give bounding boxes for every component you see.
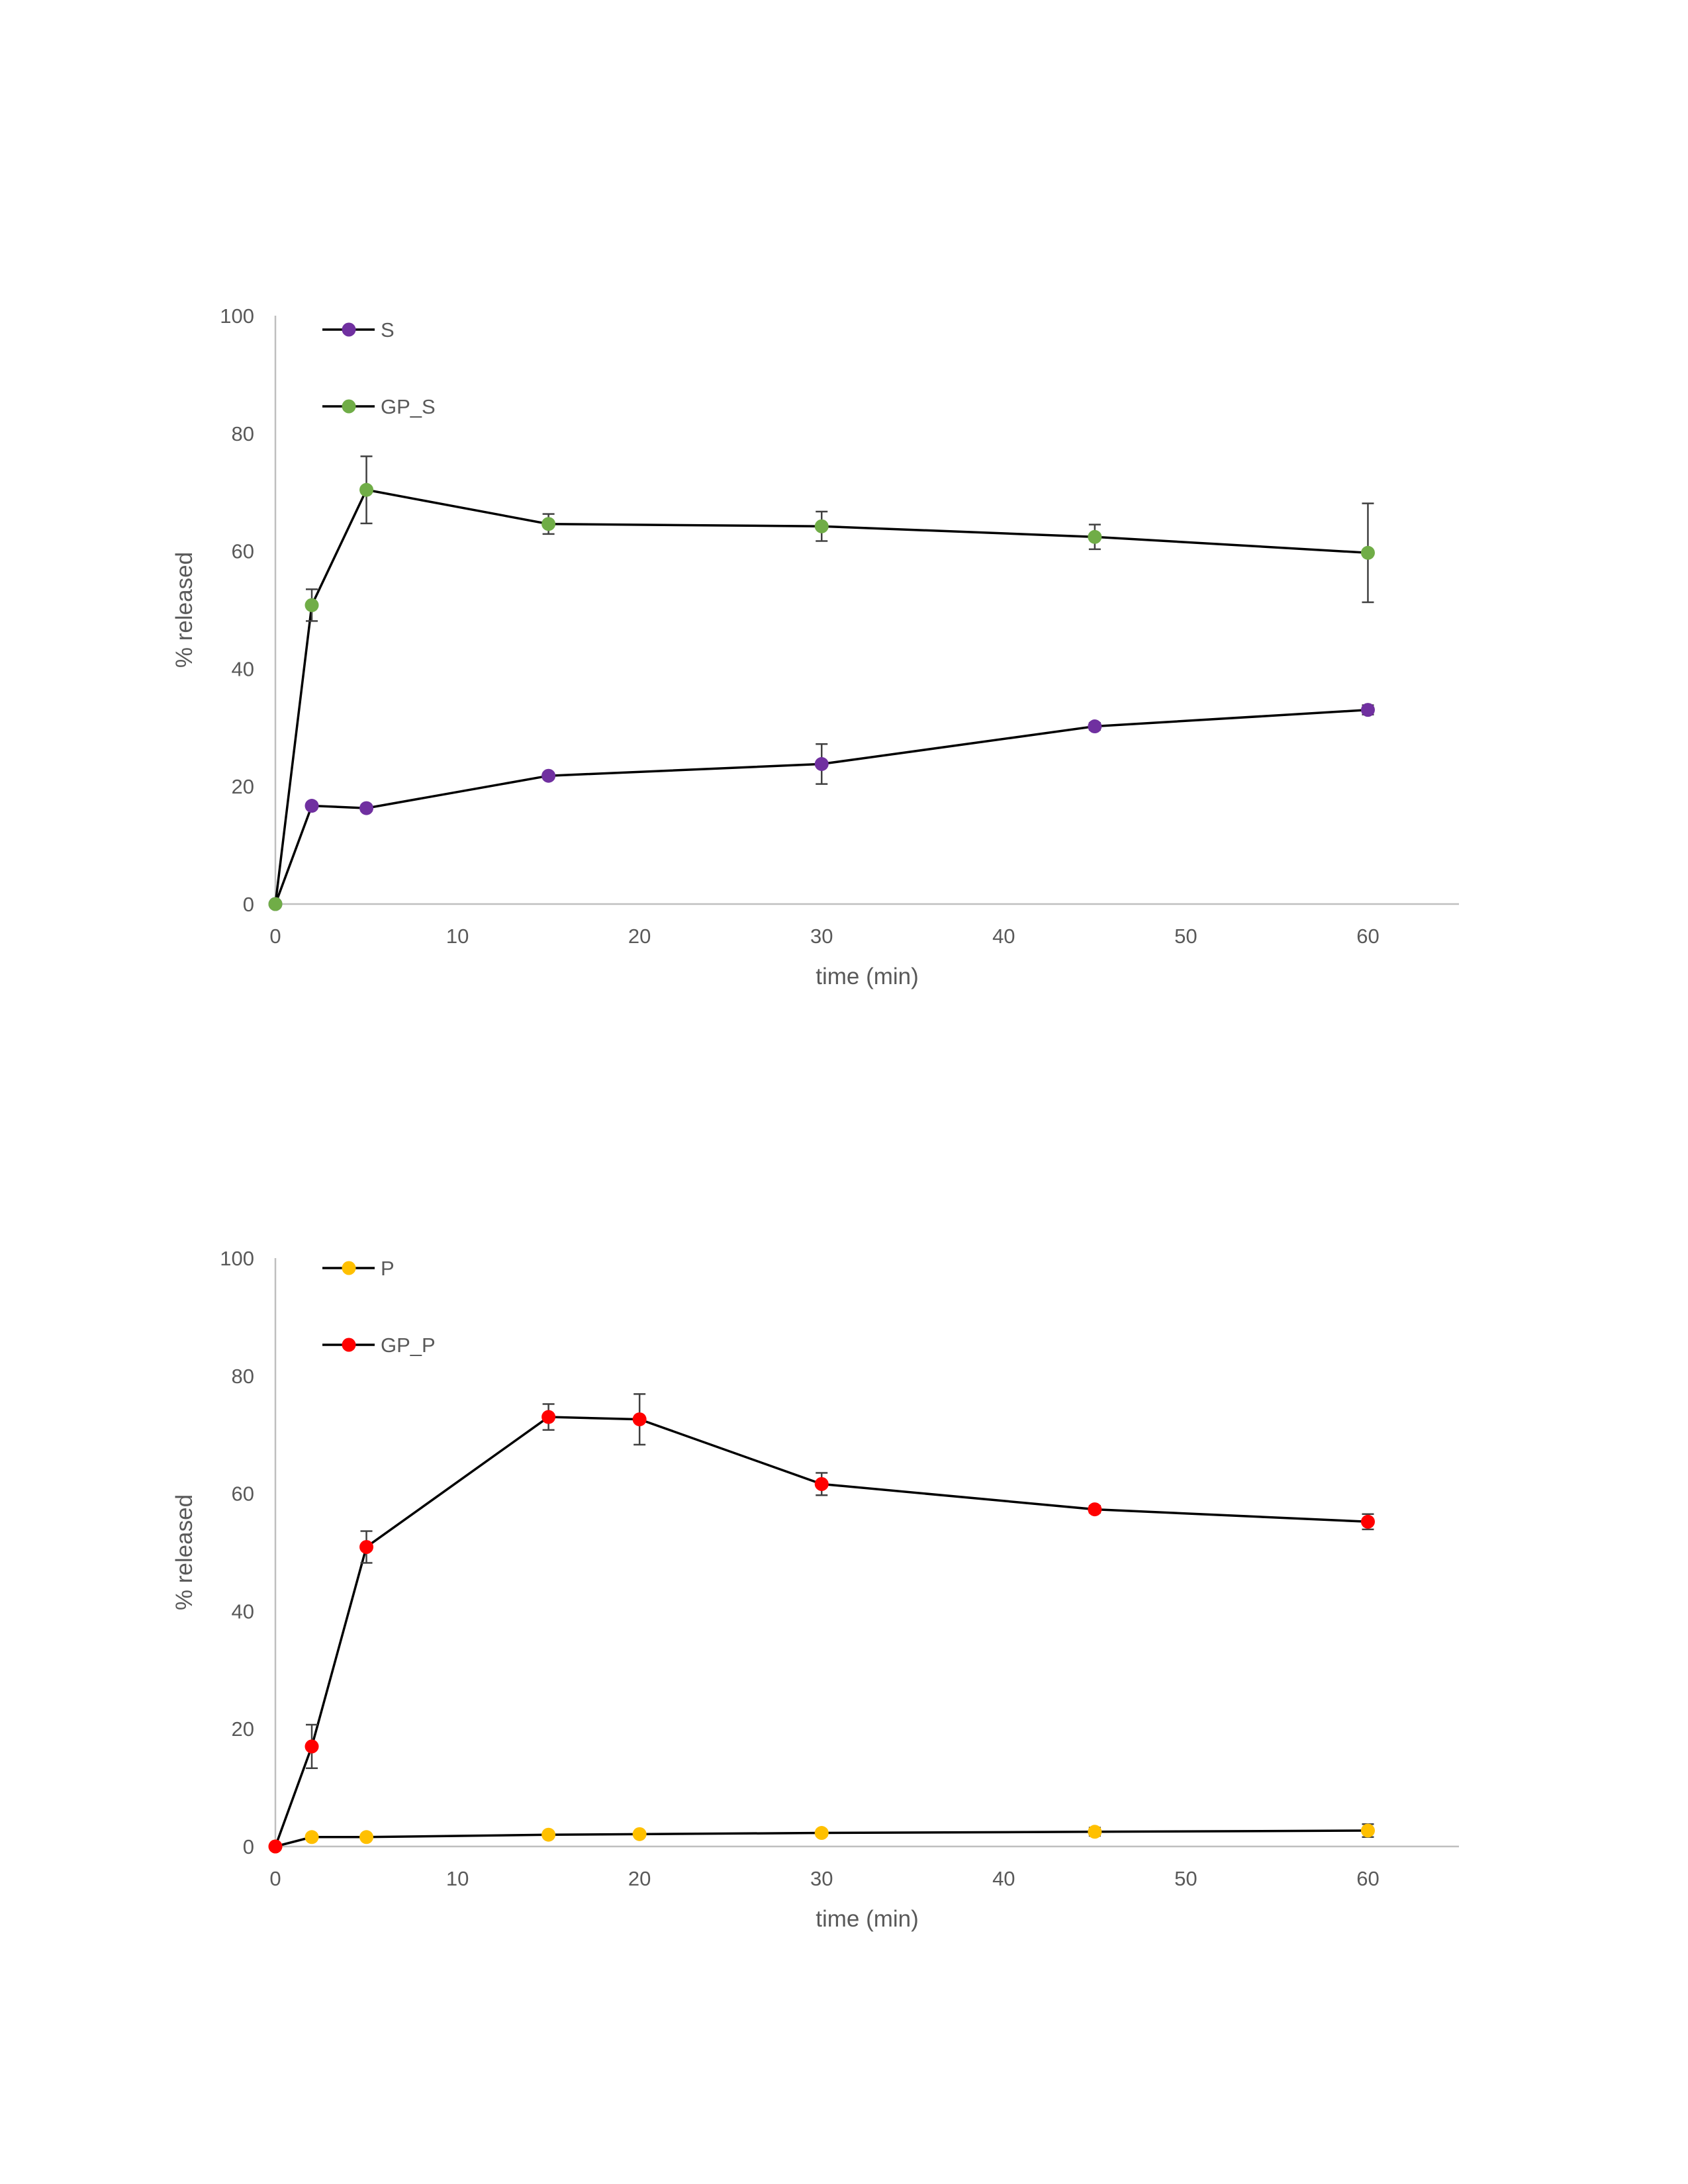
x-tick-label: 20: [628, 925, 651, 948]
y-tick-label: 80: [232, 422, 254, 445]
x-tick-label: 30: [810, 1867, 833, 1890]
data-point: [814, 756, 829, 771]
data-point: [1360, 703, 1375, 717]
data-point: [1360, 1823, 1375, 1838]
data-point: [359, 1830, 374, 1844]
y-axis-title: % released: [171, 1494, 197, 1610]
y-tick-label: 20: [232, 1717, 254, 1741]
data-point: [814, 519, 829, 533]
data-point: [305, 598, 319, 612]
data-point: [1088, 719, 1102, 734]
legend-marker: [342, 1261, 356, 1275]
x-tick-label: 40: [992, 925, 1015, 948]
legend-label: P: [381, 1257, 395, 1280]
data-point: [814, 1826, 829, 1841]
x-tick-label: 20: [628, 1867, 651, 1890]
data-point: [632, 1412, 647, 1427]
y-tick-label: 100: [220, 1247, 254, 1270]
series-line: [274, 708, 1368, 905]
data-point: [359, 482, 374, 497]
series-line: [275, 1829, 1368, 1848]
legend-marker: [342, 399, 356, 414]
legend-entry-GP_P: GP_P: [322, 1334, 436, 1357]
chart-1: 0 20 40 60 80 100 0 10 20 30 40 50 60 time (min) % rel…: [171, 304, 1459, 989]
series-S: [268, 703, 1375, 911]
y-tick-label: 40: [232, 657, 254, 680]
legend-label: GP_S: [381, 395, 436, 418]
x-tick-label: 0: [269, 925, 281, 948]
y-axis-title: % released: [171, 552, 197, 668]
series-GP_S: [268, 455, 1375, 911]
legend-entry-P: P: [322, 1257, 395, 1280]
data-point: [268, 1839, 283, 1854]
series-P: [268, 1823, 1375, 1854]
x-tick-label: 50: [1174, 925, 1197, 948]
x-tick-label: 30: [810, 925, 833, 948]
legend-label: S: [381, 318, 395, 341]
data-point: [1360, 1514, 1375, 1529]
legend-entry-S: S: [322, 318, 395, 341]
x-axis-title: time (min): [816, 1906, 919, 1932]
y-tick-label: 40: [232, 1600, 254, 1623]
y-tick-label: 80: [232, 1365, 254, 1388]
x-tick-label: 10: [446, 925, 469, 948]
series-line: [274, 1416, 1368, 1847]
legend-marker: [342, 322, 356, 337]
x-tick-label: 40: [992, 1867, 1015, 1890]
y-tick-label: 60: [232, 1482, 254, 1506]
legend-entry-GP_S: GP_S: [322, 395, 436, 418]
data-point: [814, 1477, 829, 1491]
data-point: [541, 1410, 556, 1424]
x-tick-label: 60: [1356, 925, 1379, 948]
data-point: [1088, 529, 1102, 544]
data-point: [305, 1739, 319, 1754]
y-tick-label: 100: [220, 304, 254, 328]
data-point: [541, 768, 556, 783]
x-tick-label: 50: [1174, 1867, 1197, 1890]
y-tick-label: 60: [232, 540, 254, 563]
legend-marker: [342, 1338, 356, 1352]
y-tick-label: 20: [232, 775, 254, 798]
series-line: [274, 488, 1368, 905]
data-point: [1360, 545, 1375, 560]
x-tick-label: 60: [1356, 1867, 1379, 1890]
x-tick-label: 0: [269, 1867, 281, 1890]
series-GP_P: [268, 1393, 1375, 1854]
y-tick-label: 0: [243, 1835, 254, 1858]
data-point: [268, 897, 283, 911]
data-point: [1088, 1502, 1102, 1517]
data-point: [305, 799, 319, 813]
data-point: [632, 1827, 647, 1841]
data-point: [1088, 1825, 1102, 1839]
x-tick-label: 10: [446, 1867, 469, 1890]
data-point: [359, 801, 374, 815]
data-point: [359, 1539, 374, 1554]
data-point: [305, 1830, 319, 1844]
chart-2: 0 20 40 60 80 100 0 10 20 30 40 50 60 time (min) % rel…: [171, 1247, 1459, 1932]
data-point: [541, 517, 556, 531]
data-point: [541, 1827, 556, 1842]
y-tick-label: 0: [243, 893, 254, 916]
legend-label: GP_P: [381, 1334, 436, 1357]
x-axis-title: time (min): [816, 964, 919, 989]
